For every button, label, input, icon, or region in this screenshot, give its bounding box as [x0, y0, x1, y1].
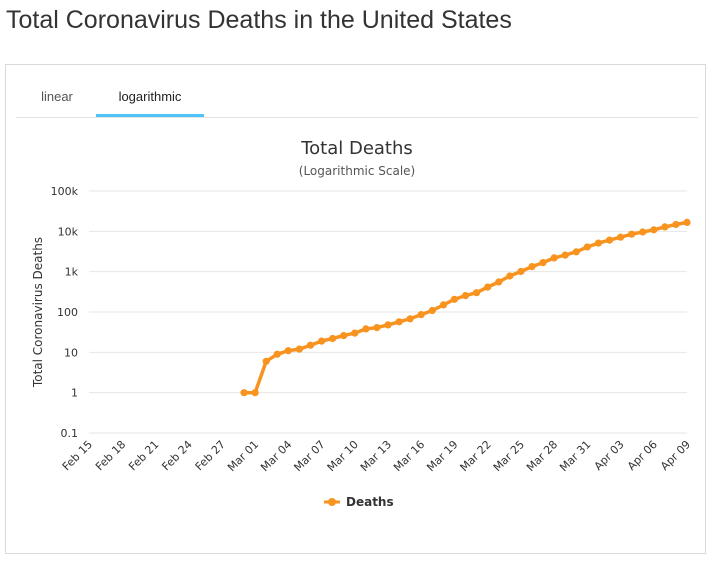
- data-point[interactable]: [340, 332, 348, 340]
- data-point[interactable]: [473, 289, 481, 297]
- x-tick-label: Mar 10: [325, 438, 361, 474]
- x-tick-label: Mar 22: [458, 438, 494, 474]
- series-deaths: [240, 218, 691, 397]
- data-point[interactable]: [572, 248, 580, 256]
- data-point[interactable]: [583, 243, 591, 251]
- x-tick-label: Feb 24: [159, 438, 194, 473]
- data-point[interactable]: [517, 267, 525, 276]
- data-point[interactable]: [395, 318, 403, 326]
- y-tick-label: 0.1: [61, 427, 79, 440]
- y-tick-label: 100: [57, 306, 78, 319]
- x-tick-label: Mar 25: [491, 438, 527, 474]
- data-point[interactable]: [550, 254, 558, 262]
- y-tick-label: 1: [71, 387, 78, 400]
- data-point[interactable]: [605, 236, 614, 244]
- x-tick-label: Mar 16: [391, 438, 427, 474]
- x-tick-label: Feb 18: [93, 438, 128, 473]
- y-tick-label: 10: [64, 346, 78, 359]
- data-point[interactable]: [295, 345, 303, 353]
- y-axis-title: Total Coronavirus Deaths: [31, 237, 45, 388]
- data-point[interactable]: [318, 337, 326, 345]
- x-tick-label: Feb 15: [60, 438, 95, 473]
- y-tick-label: 10k: [58, 225, 79, 238]
- legend[interactable]: Deaths: [324, 495, 394, 509]
- data-point[interactable]: [406, 315, 414, 323]
- deaths-line: [242, 220, 689, 395]
- active-tab-indicator: [96, 114, 204, 117]
- data-point[interactable]: [484, 283, 492, 291]
- data-point[interactable]: [650, 226, 658, 234]
- data-point[interactable]: [539, 259, 547, 267]
- x-tick-label: Mar 31: [557, 438, 593, 474]
- x-tick-label: Mar 13: [358, 438, 394, 474]
- data-point[interactable]: [351, 329, 359, 337]
- data-point[interactable]: [683, 218, 691, 226]
- data-point[interactable]: [461, 292, 470, 300]
- data-point[interactable]: [628, 230, 636, 238]
- scale-tab-bar: linear logarithmic: [16, 83, 698, 118]
- tab-logarithmic[interactable]: logarithmic: [118, 89, 182, 104]
- data-point[interactable]: [594, 239, 603, 247]
- data-point[interactable]: [273, 350, 281, 358]
- x-tick-label: Mar 28: [524, 438, 560, 474]
- y-tick-label: 100k: [51, 185, 79, 198]
- legend-dot-marker: [328, 498, 336, 506]
- data-point[interactable]: [639, 228, 647, 236]
- data-point[interactable]: [362, 325, 370, 333]
- data-point[interactable]: [439, 301, 447, 309]
- chart-title: Total Deaths: [300, 138, 413, 159]
- y-tick-label: 1k: [65, 266, 79, 279]
- x-tick-label: Mar 04: [258, 438, 294, 474]
- x-tick-label: Apr 09: [658, 438, 693, 473]
- x-tick-label: Feb 21: [126, 438, 161, 473]
- data-point[interactable]: [384, 321, 392, 329]
- data-point[interactable]: [262, 357, 270, 365]
- data-point[interactable]: [284, 347, 292, 355]
- data-point[interactable]: [417, 311, 425, 319]
- data-point[interactable]: [617, 233, 625, 241]
- legend-label-deaths: Deaths: [346, 495, 394, 509]
- data-point[interactable]: [373, 324, 381, 332]
- x-tick-label: Apr 03: [592, 438, 627, 473]
- x-tick-label: Mar 07: [291, 438, 327, 474]
- data-point[interactable]: [428, 306, 436, 315]
- data-point[interactable]: [561, 251, 569, 259]
- data-point[interactable]: [240, 389, 248, 397]
- data-point[interactable]: [661, 223, 669, 231]
- data-point[interactable]: [495, 278, 503, 286]
- y-axis-ticks: 0.1 1 10 100 1k 10k 100k: [51, 185, 79, 440]
- x-tick-label: Mar 19: [424, 438, 460, 474]
- data-point[interactable]: [450, 295, 458, 303]
- grid-lines: [89, 190, 687, 434]
- data-point[interactable]: [306, 341, 315, 349]
- chart-panel: linear logarithmic Total Deaths (Logarit…: [5, 64, 706, 554]
- tab-linear[interactable]: linear: [41, 89, 73, 104]
- x-tick-label: Apr 06: [625, 438, 660, 473]
- data-point[interactable]: [528, 263, 536, 271]
- x-tick-label: Mar 01: [225, 438, 261, 474]
- data-point[interactable]: [251, 389, 259, 397]
- data-point[interactable]: [672, 220, 680, 229]
- data-point[interactable]: [506, 272, 514, 280]
- data-point[interactable]: [329, 334, 337, 343]
- deaths-chart: Total Deaths (Logarithmic Scale) Total C…: [31, 138, 693, 509]
- chart-subtitle: (Logarithmic Scale): [299, 164, 415, 178]
- x-tick-label: Feb 27: [193, 438, 228, 473]
- page-title: Total Coronavirus Deaths in the United S…: [6, 6, 512, 34]
